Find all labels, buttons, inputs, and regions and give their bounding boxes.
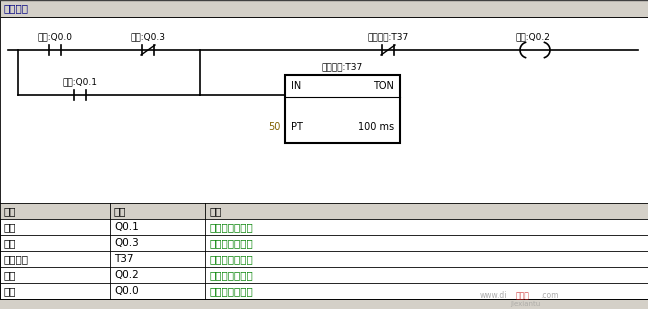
Text: 接线图: 接线图 xyxy=(516,291,530,300)
Text: 通电延时:T37: 通电延时:T37 xyxy=(367,32,409,41)
Text: 星接: 星接 xyxy=(4,270,16,280)
Text: 通电延时: 通电延时 xyxy=(4,254,29,264)
Text: 注释: 注释 xyxy=(209,206,222,216)
Text: 100 ms: 100 ms xyxy=(358,122,394,132)
Text: 星型连接接触器: 星型连接接触器 xyxy=(209,270,253,280)
Text: PT: PT xyxy=(291,122,303,132)
Text: 反转:Q0.1: 反转:Q0.1 xyxy=(62,78,97,87)
Text: Q0.1: Q0.1 xyxy=(114,222,139,232)
Text: 角接: 角接 xyxy=(4,238,16,248)
Text: 角型连接接触器: 角型连接接触器 xyxy=(209,238,253,248)
Text: 反转: 反转 xyxy=(4,222,16,232)
Text: TON: TON xyxy=(373,81,394,91)
Bar xyxy=(0,17,648,203)
Text: 角接:Q0.3: 角接:Q0.3 xyxy=(130,32,165,41)
Text: 50: 50 xyxy=(269,122,281,132)
Text: 通电延时继电器: 通电延时继电器 xyxy=(209,254,253,264)
Text: 符号: 符号 xyxy=(4,206,16,216)
Bar xyxy=(0,203,648,208)
Text: 地址: 地址 xyxy=(114,206,126,216)
Text: Q0.0: Q0.0 xyxy=(114,286,139,296)
Text: 通电延时:T37: 通电延时:T37 xyxy=(322,62,363,71)
Text: 星接:Q0.2: 星接:Q0.2 xyxy=(516,32,550,41)
Bar xyxy=(0,0,648,17)
Text: T37: T37 xyxy=(114,254,133,264)
Text: 正转:Q0.0: 正转:Q0.0 xyxy=(38,32,73,41)
Text: 正转: 正转 xyxy=(4,286,16,296)
Text: .com: .com xyxy=(540,291,559,300)
Text: Q0.2: Q0.2 xyxy=(114,270,139,280)
Text: 反转启动接触器: 反转启动接触器 xyxy=(209,222,253,232)
Bar xyxy=(0,203,648,219)
Text: jiexiantu: jiexiantu xyxy=(510,301,540,307)
Text: Q0.3: Q0.3 xyxy=(114,238,139,248)
Bar xyxy=(285,75,400,143)
Bar xyxy=(0,203,648,299)
Text: IN: IN xyxy=(291,81,301,91)
Text: 星型连接: 星型连接 xyxy=(3,3,28,14)
Text: www.di: www.di xyxy=(480,291,507,300)
Text: 正转启动接触器: 正转启动接触器 xyxy=(209,286,253,296)
